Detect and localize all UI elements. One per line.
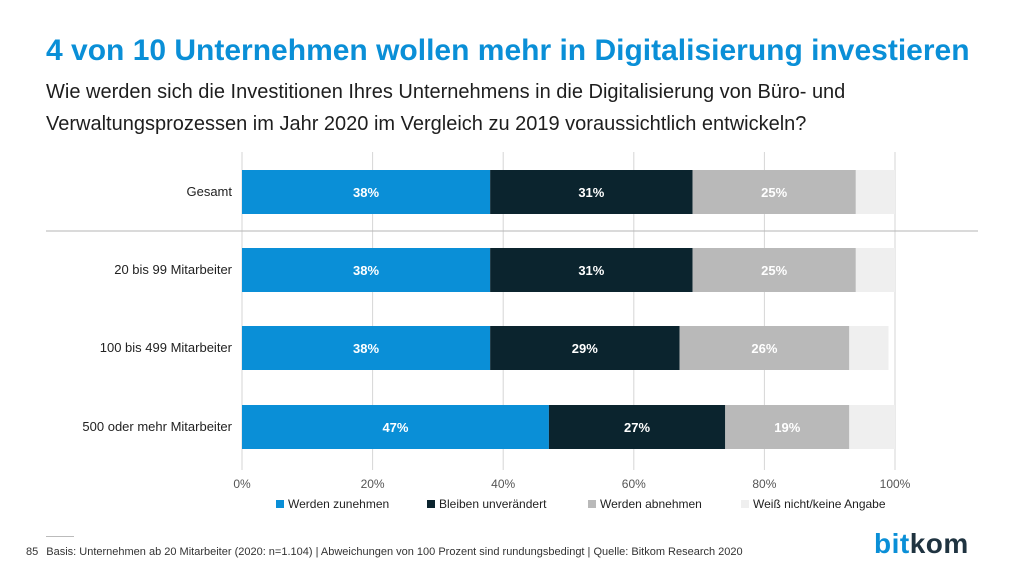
bar-segment xyxy=(855,170,895,214)
bar-segment xyxy=(242,170,491,214)
legend-swatch xyxy=(741,500,749,508)
bar-segment xyxy=(849,405,895,449)
logo-part-2: kom xyxy=(909,528,969,559)
category-label: 500 oder mehr Mitarbeiter xyxy=(82,419,232,434)
legend-label: Werden zunehmen xyxy=(288,497,389,511)
legend-swatch xyxy=(276,500,284,508)
category-label: 100 bis 499 Mitarbeiter xyxy=(100,340,233,355)
bar-segment xyxy=(692,248,856,292)
chart-subtitle: Wie werden sich die Investitionen Ihres … xyxy=(46,81,846,135)
legend-label: Werden abnehmen xyxy=(600,497,702,511)
x-tick-label: 80% xyxy=(752,477,776,491)
x-tick-label: 60% xyxy=(622,477,646,491)
bar-segment xyxy=(242,326,491,370)
x-tick-label: 100% xyxy=(880,477,911,491)
bar-segment xyxy=(725,405,850,449)
data-label: 25% xyxy=(761,263,787,278)
data-label: 47% xyxy=(382,420,408,435)
data-label: 26% xyxy=(751,341,777,356)
data-label: 29% xyxy=(572,341,598,356)
data-label: 27% xyxy=(624,420,650,435)
bitkom-logo: bitkom xyxy=(874,528,969,560)
bar-segment xyxy=(242,248,491,292)
bar-segment xyxy=(490,170,693,214)
footer: 85 Basis: Unternehmen ab 20 Mitarbeiter (… xyxy=(26,546,743,558)
bar-segment xyxy=(548,405,726,449)
stacked-bar-chart: 0% 20% 40% 60% 80% 100% Gesamt 38% 31% 25% 20 bis … xyxy=(46,152,978,511)
source-note: Basis: Unternehmen ab 20 Mitarbeiter (20… xyxy=(46,546,743,558)
bar-segment xyxy=(242,405,549,449)
page-number: 85 xyxy=(26,546,39,558)
page-title: 4 von 10 Unternehmen wollen mehr in Digi… xyxy=(46,34,970,67)
legend-swatch xyxy=(588,500,596,508)
data-label: 38% xyxy=(353,341,379,356)
data-label: 31% xyxy=(578,185,604,200)
x-tick-label: 0% xyxy=(233,477,251,491)
bar-segment xyxy=(692,170,856,214)
data-label: 25% xyxy=(761,185,787,200)
bar-segment xyxy=(849,326,889,370)
bar-segment xyxy=(855,248,895,292)
footer-divider xyxy=(46,536,74,537)
data-label: 31% xyxy=(578,263,604,278)
data-label: 19% xyxy=(774,420,800,435)
bar-segment xyxy=(490,326,680,370)
bar-segment xyxy=(490,248,693,292)
category-label: 20 bis 99 Mitarbeiter xyxy=(114,262,232,277)
x-tick-label: 40% xyxy=(491,477,515,491)
category-label: Gesamt xyxy=(186,184,232,199)
bar-segment xyxy=(679,326,850,370)
x-tick-label: 20% xyxy=(361,477,385,491)
data-label: 38% xyxy=(353,263,379,278)
legend-label: Weiß nicht/keine Angabe xyxy=(753,497,886,511)
legend-swatch xyxy=(427,500,435,508)
data-label: 38% xyxy=(353,185,379,200)
legend-label: Bleiben unverändert xyxy=(439,497,547,511)
logo-part-1: bit xyxy=(874,528,910,559)
